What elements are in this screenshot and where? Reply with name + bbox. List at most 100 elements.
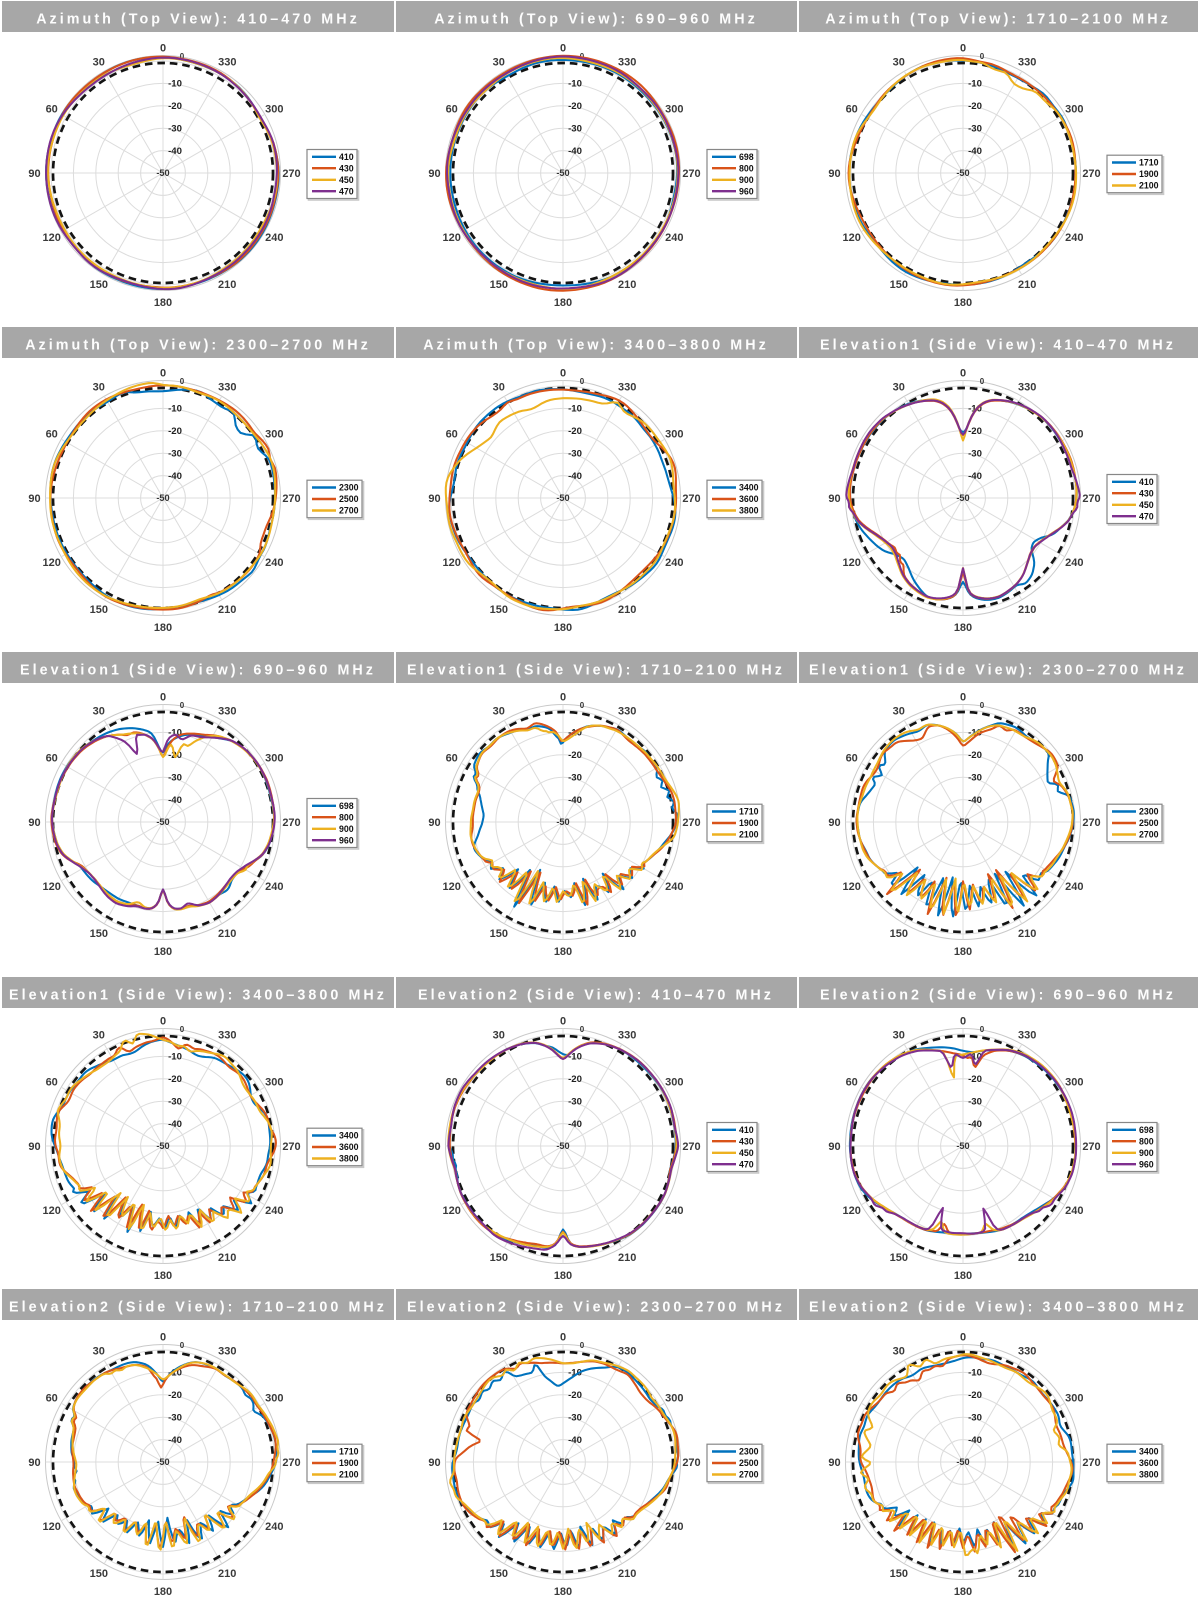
svg-text:210: 210 [618, 279, 636, 291]
svg-text:-30: -30 [968, 123, 982, 134]
svg-text:3400: 3400 [339, 1131, 359, 1141]
svg-text:30: 30 [93, 57, 105, 69]
svg-text:Elevation2 (Side View): 690–96: Elevation2 (Side View): 690–960 MHz [820, 988, 1176, 1004]
svg-text:60: 60 [446, 429, 458, 441]
svg-text:-20: -20 [568, 426, 582, 437]
svg-text:-20: -20 [568, 1074, 582, 1085]
svg-text:-10: -10 [968, 1368, 982, 1379]
svg-text:2700: 2700 [739, 1470, 759, 1480]
svg-text:30: 30 [93, 1346, 105, 1358]
svg-text:30: 30 [493, 1030, 505, 1042]
svg-text:330: 330 [218, 1346, 236, 1358]
svg-text:-30: -30 [568, 1096, 582, 1107]
svg-text:-40: -40 [568, 471, 582, 482]
svg-text:210: 210 [218, 279, 236, 291]
svg-text:240: 240 [1065, 881, 1083, 893]
svg-text:120: 120 [443, 1205, 461, 1217]
svg-text:330: 330 [618, 382, 636, 394]
svg-text:-50: -50 [156, 493, 169, 503]
svg-text:430: 430 [739, 1137, 754, 1147]
svg-text:-30: -30 [168, 123, 182, 134]
svg-text:210: 210 [1018, 1568, 1036, 1580]
svg-text:-50: -50 [956, 493, 969, 503]
svg-text:-40: -40 [968, 146, 982, 157]
svg-text:270: 270 [1082, 168, 1100, 180]
svg-text:410: 410 [739, 1125, 754, 1135]
svg-text:960: 960 [739, 186, 754, 196]
svg-text:60: 60 [46, 753, 58, 765]
svg-text:900: 900 [1139, 1148, 1154, 1158]
svg-text:210: 210 [218, 1252, 236, 1264]
svg-text:240: 240 [265, 557, 283, 569]
svg-text:-30: -30 [968, 772, 982, 783]
svg-text:0: 0 [960, 1015, 966, 1027]
svg-text:0: 0 [160, 367, 166, 379]
svg-text:-30: -30 [568, 772, 582, 783]
svg-text:-20: -20 [568, 750, 582, 761]
svg-text:Azimuth (Top View): 690–960 MH: Azimuth (Top View): 690–960 MHz [434, 12, 758, 28]
svg-text:-50: -50 [156, 168, 169, 178]
svg-text:2700: 2700 [1139, 830, 1159, 840]
svg-text:300: 300 [265, 1393, 283, 1405]
svg-text:0: 0 [960, 1331, 966, 1343]
svg-text:Elevation2 (Side View): 410–47: Elevation2 (Side View): 410–470 MHz [418, 988, 774, 1004]
svg-text:240: 240 [665, 557, 683, 569]
svg-text:-30: -30 [568, 448, 582, 459]
svg-text:210: 210 [1018, 279, 1036, 291]
svg-text:-20: -20 [968, 1390, 982, 1401]
svg-text:180: 180 [554, 1586, 572, 1598]
svg-text:30: 30 [493, 382, 505, 394]
svg-text:3600: 3600 [739, 494, 759, 504]
svg-text:2300: 2300 [739, 1447, 759, 1457]
svg-text:330: 330 [1018, 706, 1036, 718]
svg-text:30: 30 [893, 706, 905, 718]
svg-text:-40: -40 [168, 1119, 182, 1130]
svg-text:270: 270 [682, 168, 700, 180]
svg-text:-10: -10 [568, 79, 582, 90]
svg-text:-40: -40 [968, 795, 982, 806]
svg-text:-10: -10 [568, 404, 582, 415]
svg-text:60: 60 [846, 1077, 858, 1089]
svg-text:150: 150 [890, 279, 908, 291]
svg-text:410: 410 [339, 152, 354, 162]
svg-text:Elevation1 (Side View): 2300–2: Elevation1 (Side View): 2300–2700 MHz [809, 663, 1187, 679]
svg-text:270: 270 [682, 817, 700, 829]
svg-text:330: 330 [1018, 382, 1036, 394]
svg-text:-40: -40 [568, 146, 582, 157]
svg-text:Elevation2 (Side View): 3400–3: Elevation2 (Side View): 3400–3800 MHz [809, 1300, 1187, 1316]
svg-text:60: 60 [846, 104, 858, 116]
svg-text:180: 180 [154, 1586, 172, 1598]
svg-text:120: 120 [43, 557, 61, 569]
svg-text:800: 800 [739, 163, 754, 173]
svg-text:-50: -50 [956, 168, 969, 178]
svg-text:698: 698 [739, 152, 754, 162]
svg-text:150: 150 [90, 1568, 108, 1580]
svg-text:-30: -30 [568, 123, 582, 134]
svg-text:0: 0 [980, 1025, 985, 1034]
svg-text:470: 470 [339, 186, 354, 196]
svg-text:-10: -10 [168, 404, 182, 415]
svg-text:180: 180 [154, 297, 172, 309]
svg-text:-50: -50 [556, 168, 569, 178]
svg-text:-10: -10 [168, 1368, 182, 1379]
svg-text:1900: 1900 [339, 1458, 359, 1468]
svg-text:300: 300 [265, 1077, 283, 1089]
svg-text:270: 270 [682, 493, 700, 505]
svg-text:Azimuth (Top View): 3400–3800: Azimuth (Top View): 3400–3800 MHz [423, 338, 769, 354]
svg-text:-20: -20 [168, 426, 182, 437]
svg-text:-10: -10 [968, 79, 982, 90]
svg-text:-30: -30 [168, 772, 182, 783]
svg-text:0: 0 [160, 691, 166, 703]
svg-text:0: 0 [980, 377, 985, 386]
svg-text:2100: 2100 [339, 1470, 359, 1480]
svg-text:90: 90 [28, 817, 40, 829]
svg-text:90: 90 [828, 1457, 840, 1469]
svg-text:-30: -30 [168, 448, 182, 459]
svg-text:120: 120 [443, 557, 461, 569]
svg-text:3800: 3800 [339, 1154, 359, 1164]
svg-text:1710: 1710 [339, 1447, 359, 1457]
svg-text:410: 410 [1139, 477, 1154, 487]
svg-text:90: 90 [828, 168, 840, 180]
svg-text:330: 330 [218, 57, 236, 69]
svg-text:2500: 2500 [339, 494, 359, 504]
